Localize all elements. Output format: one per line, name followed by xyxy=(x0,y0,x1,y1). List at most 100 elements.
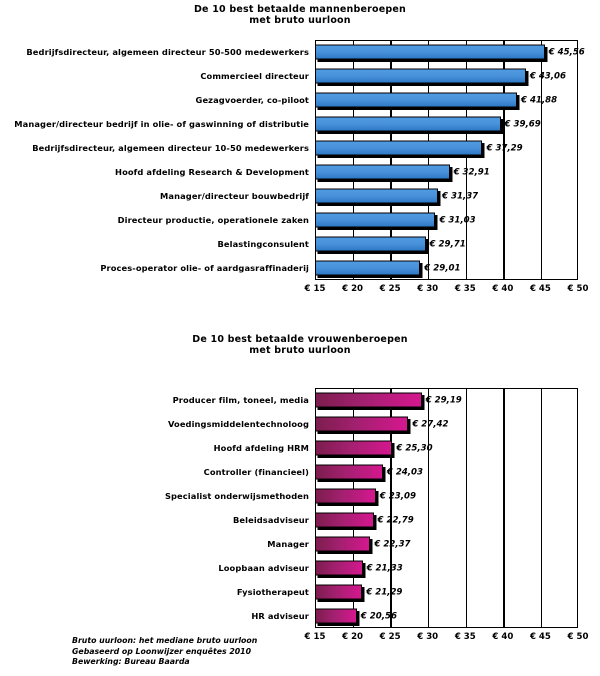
bar[interactable]: € 20,56 xyxy=(315,608,397,624)
bar-holder: € 39,69 xyxy=(315,116,541,132)
bar-category-label: Gezagvoerder, co-piloot xyxy=(195,95,309,105)
bar-category-label: Manager xyxy=(267,539,309,549)
bar-category-label: Commercieel directeur xyxy=(200,71,309,81)
bar-holder: € 41,88 xyxy=(315,92,557,108)
gridline xyxy=(503,41,505,279)
x-tick-label: € 40 xyxy=(492,284,514,294)
bar[interactable]: € 45,56 xyxy=(315,44,585,60)
bar[interactable]: € 32,91 xyxy=(315,164,490,180)
bar-row[interactable]: Fysiotherapeut € 21,29 xyxy=(0,580,600,604)
bar-value-label: € 21,29 xyxy=(366,587,403,597)
bar-category-label: Voedingsmiddelentechnoloog xyxy=(167,419,309,429)
x-tick-label: € 45 xyxy=(529,284,551,294)
bar-holder: € 21,33 xyxy=(315,560,403,576)
bar[interactable]: € 29,19 xyxy=(315,392,462,408)
bar-holder: € 31,37 xyxy=(315,188,478,204)
bar-row[interactable]: Loopbaan adviseur € 21,33 xyxy=(0,556,600,580)
bar-row[interactable]: Manager € 22,37 xyxy=(0,532,600,556)
x-tick-label: € 50 xyxy=(567,284,589,294)
bar[interactable]: € 37,29 xyxy=(315,140,523,156)
bar-row[interactable]: Bedrijfsdirecteur, algemeen directeur 10… xyxy=(0,136,600,160)
men-chart: De 10 best betaalde mannenberoepen met b… xyxy=(0,4,600,294)
footnote-line-1: Bruto uurloon: het mediane bruto uurloon xyxy=(72,636,258,645)
gridline xyxy=(540,389,543,627)
bar-row[interactable]: Commercieel directeur € 43,06 xyxy=(0,64,600,88)
bar-row[interactable]: Hoofd afdeling HRM € 25,30 xyxy=(0,436,600,460)
bar[interactable]: € 29,71 xyxy=(315,236,466,252)
bar-row[interactable]: Directeur productie, operationele zaken €… xyxy=(0,208,600,232)
bar[interactable]: € 23,09 xyxy=(315,488,416,504)
bar[interactable]: € 21,29 xyxy=(315,584,402,600)
bar-value-label: € 23,09 xyxy=(379,491,416,501)
bar[interactable]: € 22,79 xyxy=(315,512,414,528)
x-tick-label: € 15 xyxy=(304,632,326,642)
gridline xyxy=(390,389,392,627)
bar-value-label: € 32,91 xyxy=(453,167,490,177)
men-plot-wrap: Bedrijfsdirecteur, algemeen directeur 50… xyxy=(0,26,600,294)
bar-row[interactable]: Proces-operator olie- of aardgasraffinad… xyxy=(0,256,600,280)
bar-holder: € 29,01 xyxy=(315,260,460,276)
men-chart-title: De 10 best betaalde mannenberoepen met b… xyxy=(0,4,600,26)
x-tick-label: € 15 xyxy=(304,284,326,294)
bar-holder: € 29,19 xyxy=(315,392,462,408)
men-rows: Bedrijfsdirecteur, algemeen directeur 50… xyxy=(0,40,600,280)
bar[interactable]: € 39,69 xyxy=(315,116,541,132)
bar[interactable]: € 24,03 xyxy=(315,464,423,480)
women-plot-wrap: Producer film, toneel, media € 29,19 Voedi… xyxy=(0,356,600,642)
bar-category-label: Hoofd afdeling HRM xyxy=(213,443,309,453)
bar-row[interactable]: Belastingconsulent € 29,71 xyxy=(0,232,600,256)
bar[interactable]: € 21,33 xyxy=(315,560,403,576)
bar[interactable]: € 31,03 xyxy=(315,212,476,228)
bar-value-label: € 43,06 xyxy=(529,71,566,81)
bar-category-label: Bedrijfsdirecteur, algemeen directeur 50… xyxy=(26,47,309,57)
bar-value-label: € 45,56 xyxy=(548,47,585,57)
bar-row[interactable]: Manager/directeur bouwbedrijf € 31,37 xyxy=(0,184,600,208)
bar[interactable]: € 29,01 xyxy=(315,260,460,276)
bar[interactable]: € 43,06 xyxy=(315,68,566,84)
bar-category-label: Bedrijfsdirecteur, algemeen directeur 10… xyxy=(32,143,309,153)
bar-row[interactable]: Manager/directeur bedrijf in olie- of ga… xyxy=(0,112,600,136)
bar[interactable]: € 31,37 xyxy=(315,188,478,204)
bar[interactable]: € 22,37 xyxy=(315,536,411,552)
bar-category-label: Belastingconsulent xyxy=(217,239,309,249)
bar-category-label: Manager/directeur bouwbedrijf xyxy=(160,191,309,201)
bar-row[interactable]: Voedingsmiddelentechnoloog € 27,42 xyxy=(0,412,600,436)
women-rows: Producer film, toneel, media € 29,19 Voedi… xyxy=(0,388,600,628)
bar-holder: € 20,56 xyxy=(315,608,397,624)
x-tick-label: € 35 xyxy=(454,632,476,642)
x-tick-label: € 25 xyxy=(379,632,401,642)
bar-row[interactable]: HR adviseur € 20,56 xyxy=(0,604,600,628)
bar-category-label: Producer film, toneel, media xyxy=(172,395,309,405)
bar[interactable]: € 27,42 xyxy=(315,416,448,432)
gridline xyxy=(352,389,355,627)
bar-value-label: € 25,30 xyxy=(396,443,433,453)
bar-row[interactable]: Producer film, toneel, media € 29,19 xyxy=(0,388,600,412)
x-tick-label: € 50 xyxy=(567,632,589,642)
bar-category-label: Specialist onderwijsmethoden xyxy=(164,491,309,501)
bar-holder: € 29,71 xyxy=(315,236,466,252)
bar-value-label: € 22,37 xyxy=(374,539,411,549)
bar-row[interactable]: Specialist onderwijsmethoden € 23,09 xyxy=(0,484,600,508)
bar-holder: € 24,03 xyxy=(315,464,423,480)
bar-value-label: € 37,29 xyxy=(486,143,523,153)
gridline xyxy=(540,41,543,279)
x-tick-label: € 20 xyxy=(342,284,364,294)
bar-category-label: Directeur productie, operationele zaken xyxy=(117,215,309,225)
footnote: Bruto uurloon: het mediane bruto uurloon… xyxy=(72,636,257,668)
bar-value-label: € 27,42 xyxy=(412,419,449,429)
bar-row[interactable]: Beleidsadviseur € 22,79 xyxy=(0,508,600,532)
x-tick-label: € 20 xyxy=(342,632,364,642)
bar-holder: € 32,91 xyxy=(315,164,490,180)
bar-row[interactable]: Bedrijfsdirecteur, algemeen directeur 50… xyxy=(0,40,600,64)
bar-holder: € 45,56 xyxy=(315,44,585,60)
x-tick-label: € 30 xyxy=(417,284,439,294)
bar-row[interactable]: Gezagvoerder, co-piloot € 41,88 xyxy=(0,88,600,112)
footnote-line-3: Bewerking: Bureau Baarda xyxy=(72,657,190,666)
bar[interactable]: € 41,88 xyxy=(315,92,557,108)
bar[interactable]: € 25,30 xyxy=(315,440,433,456)
bar-row[interactable]: Hoofd afdeling Research & Development € 3… xyxy=(0,160,600,184)
women-chart-title-line2: met bruto uurloon xyxy=(249,345,351,356)
x-tick-label: € 40 xyxy=(492,632,514,642)
bar-row[interactable]: Controller (financieel) € 24,03 xyxy=(0,460,600,484)
bar-value-label: € 20,56 xyxy=(360,611,397,621)
